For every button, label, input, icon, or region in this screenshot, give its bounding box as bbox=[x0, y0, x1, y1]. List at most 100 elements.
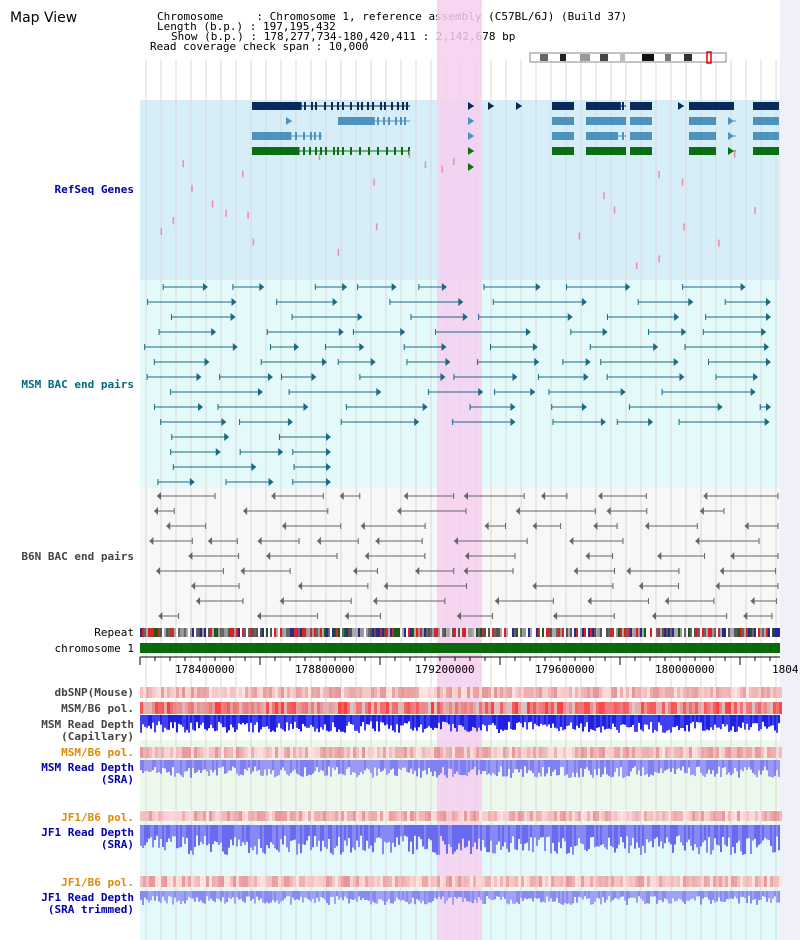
pol-heat bbox=[473, 811, 476, 821]
read-depth-bar bbox=[236, 715, 238, 730]
pol-heat bbox=[758, 702, 761, 714]
read-depth-bar bbox=[268, 715, 270, 729]
repeat-mark bbox=[388, 628, 390, 637]
repeat-mark bbox=[212, 628, 214, 637]
read-depth-bar bbox=[366, 715, 368, 725]
b6n-bac-end bbox=[730, 552, 735, 560]
repeat-mark bbox=[420, 628, 422, 637]
read-depth-bar bbox=[616, 825, 618, 849]
pol-heat bbox=[689, 702, 692, 714]
pol-heat bbox=[341, 811, 344, 821]
pol-heat bbox=[344, 702, 347, 714]
pol-heat bbox=[287, 876, 290, 887]
gene-exon bbox=[311, 102, 313, 110]
pol-heat bbox=[593, 747, 596, 758]
read-depth-bar bbox=[338, 825, 340, 837]
read-depth-bar bbox=[204, 760, 206, 770]
read-depth-bar bbox=[416, 760, 418, 777]
pol-heat bbox=[740, 702, 743, 714]
pol-heat bbox=[503, 747, 506, 758]
read-depth-bar bbox=[344, 825, 346, 841]
pol-heat bbox=[524, 702, 527, 714]
pol-heat bbox=[374, 811, 377, 821]
repeat-mark bbox=[338, 628, 340, 637]
pol-heat bbox=[638, 702, 641, 714]
read-depth-bar bbox=[756, 891, 758, 905]
read-depth-bar bbox=[560, 891, 562, 905]
read-depth-bar bbox=[558, 825, 560, 843]
b6n-bac-end bbox=[339, 492, 344, 500]
pol-heat bbox=[224, 687, 227, 698]
repeat-mark bbox=[298, 628, 300, 637]
pol-heat bbox=[224, 876, 227, 887]
read-depth-bar bbox=[412, 760, 414, 775]
pol-heat bbox=[359, 702, 362, 714]
track-label-refseq[interactable]: RefSeq Genes bbox=[54, 183, 134, 196]
read-depth-bar bbox=[262, 825, 264, 853]
track-label-b6n-bac[interactable]: B6N BAC end pairs bbox=[21, 550, 134, 563]
read-depth-bar bbox=[392, 891, 394, 904]
read-depth-bar bbox=[162, 760, 164, 768]
pol-heat bbox=[233, 687, 236, 698]
msm-bac-end bbox=[251, 463, 257, 471]
read-depth-bar bbox=[214, 715, 216, 732]
repeat-mark bbox=[492, 628, 494, 637]
pol-heat bbox=[419, 811, 422, 821]
b6n-bac-end bbox=[532, 582, 537, 590]
track-label-msm-bac[interactable]: MSM BAC end pairs bbox=[21, 378, 134, 391]
read-depth-bar bbox=[502, 825, 504, 847]
pol-heat bbox=[455, 876, 458, 887]
pol-heat bbox=[659, 747, 662, 758]
read-depth-bar bbox=[150, 760, 152, 772]
read-depth-bar bbox=[696, 891, 698, 897]
track-label-msm-b6-pol-2: MSM/B6 pol. bbox=[61, 746, 134, 759]
pol-heat bbox=[737, 702, 740, 714]
pol-heat bbox=[191, 811, 194, 821]
read-depth-bar bbox=[642, 760, 644, 768]
axis-tick-label: 178400000 bbox=[175, 663, 235, 676]
read-depth-bar bbox=[462, 715, 464, 727]
read-depth-bar bbox=[432, 715, 434, 730]
pol-heat bbox=[233, 702, 236, 714]
read-depth-bar bbox=[212, 760, 214, 773]
read-depth-bar bbox=[338, 715, 340, 730]
pol-heat bbox=[722, 687, 725, 698]
read-depth-bar bbox=[474, 760, 476, 767]
pol-heat bbox=[404, 747, 407, 758]
read-depth-bar bbox=[652, 825, 654, 848]
pol-heat bbox=[560, 876, 563, 887]
pol-heat bbox=[749, 811, 752, 821]
read-depth-bar bbox=[776, 891, 778, 903]
pol-heat bbox=[623, 702, 626, 714]
read-depth-bar bbox=[344, 891, 346, 897]
pol-heat bbox=[518, 876, 521, 887]
read-depth-bar bbox=[488, 825, 490, 853]
pol-heat bbox=[578, 811, 581, 821]
pol-heat bbox=[638, 876, 641, 887]
pol-heat bbox=[332, 687, 335, 698]
pol-heat bbox=[554, 687, 557, 698]
read-depth-bar bbox=[338, 760, 340, 775]
gene-exon bbox=[337, 147, 339, 155]
read-depth-bar bbox=[622, 825, 624, 843]
pol-heat bbox=[539, 811, 542, 821]
read-depth-bar bbox=[386, 891, 388, 902]
pol-heat bbox=[311, 811, 314, 821]
pol-heat bbox=[350, 811, 353, 821]
b6n-bac-end bbox=[664, 597, 669, 605]
gene-exon bbox=[630, 147, 652, 155]
b6n-bac-end bbox=[585, 552, 590, 560]
pol-heat bbox=[656, 747, 659, 758]
msm-bac-end bbox=[581, 403, 587, 411]
pol-heat bbox=[608, 876, 611, 887]
msm-bac-end bbox=[391, 283, 397, 291]
pol-heat bbox=[461, 702, 464, 714]
read-depth-bar bbox=[272, 715, 274, 731]
read-depth-bar bbox=[238, 715, 240, 724]
gene-exon bbox=[314, 132, 316, 140]
pol-heat bbox=[623, 687, 626, 698]
read-depth-bar bbox=[478, 760, 480, 771]
read-depth-bar bbox=[476, 715, 478, 732]
pol-heat bbox=[500, 702, 503, 714]
